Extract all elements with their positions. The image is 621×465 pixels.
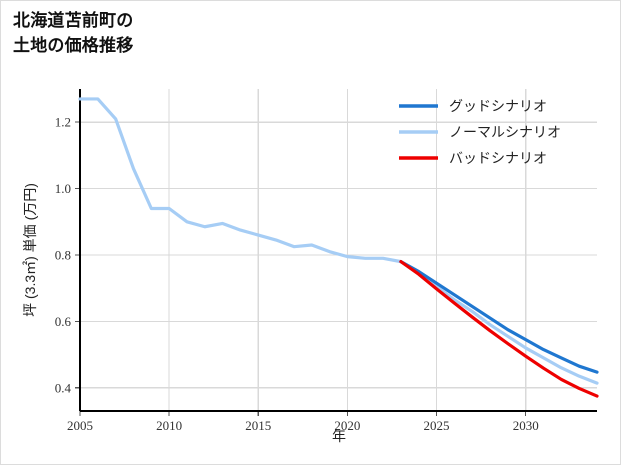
x-axis-ticks: 2005 2010 2015 2020 2025 2030 — [67, 411, 539, 433]
x-tick-label: 2010 — [156, 418, 182, 433]
y-tick-label: 0.8 — [55, 247, 71, 262]
y-axis-title: 坪 (3.3㎡) 単価 (万円) — [22, 183, 38, 317]
legend-label-bad: バッドシナリオ — [449, 150, 547, 166]
x-tick-label: 2025 — [424, 418, 450, 433]
legend-label-good: グッドシナリオ — [449, 98, 547, 114]
x-tick-label: 2005 — [67, 418, 93, 433]
series-line-bad — [399, 260, 599, 398]
chart-title: 北海道苫前町の 土地の価格推移 — [13, 11, 134, 55]
legend-label-normal: ノーマルシナリオ — [449, 124, 561, 140]
gridlines — [79, 89, 597, 411]
x-axis-title: 年 — [332, 428, 346, 444]
y-axis-ticks: 0.4 0.6 0.8 1.0 1.2 — [55, 115, 80, 395]
y-tick-label: 1.0 — [55, 181, 71, 196]
series-line-normal — [78, 97, 599, 385]
y-tick-label: 1.2 — [55, 115, 71, 130]
x-tick-label: 2030 — [513, 418, 539, 433]
x-tick-label: 2020 — [334, 418, 360, 433]
axis-spines — [78, 89, 597, 413]
x-tick-label: 2015 — [245, 418, 271, 433]
y-tick-label: 0.6 — [55, 314, 72, 329]
series-line-good — [399, 260, 599, 374]
y-tick-label: 0.4 — [55, 380, 72, 395]
data-series — [78, 97, 599, 398]
